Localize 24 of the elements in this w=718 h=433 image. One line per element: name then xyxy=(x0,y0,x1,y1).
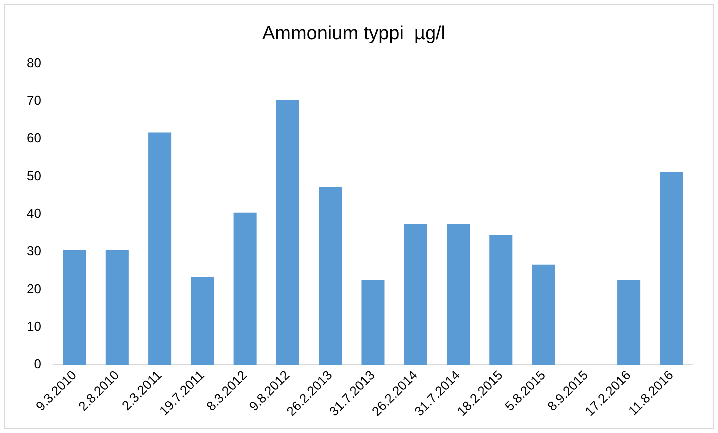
y-tick-label: 50 xyxy=(26,168,42,184)
bar xyxy=(618,280,641,366)
bar xyxy=(63,250,86,366)
bar xyxy=(234,212,257,366)
y-tick-label: 30 xyxy=(26,244,42,259)
bar xyxy=(191,276,214,366)
y-tick-label: 60 xyxy=(26,130,42,146)
y-tick-label: 0 xyxy=(34,356,42,372)
bar xyxy=(404,224,428,366)
bar xyxy=(446,224,470,366)
bar xyxy=(319,186,342,366)
bar xyxy=(532,264,556,366)
bar xyxy=(148,132,172,366)
chart-title: Ammonium typpi µg/l xyxy=(262,24,446,45)
bar xyxy=(490,235,513,366)
bar xyxy=(106,250,129,366)
bar xyxy=(660,172,684,366)
y-tick-label: 80 xyxy=(26,55,42,70)
y-tick-label: 70 xyxy=(26,93,42,108)
y-tick-label: 10 xyxy=(26,318,42,334)
bar xyxy=(276,100,300,366)
y-tick-label: 40 xyxy=(26,206,42,222)
bar xyxy=(362,280,385,366)
y-tick-label: 20 xyxy=(26,281,42,296)
